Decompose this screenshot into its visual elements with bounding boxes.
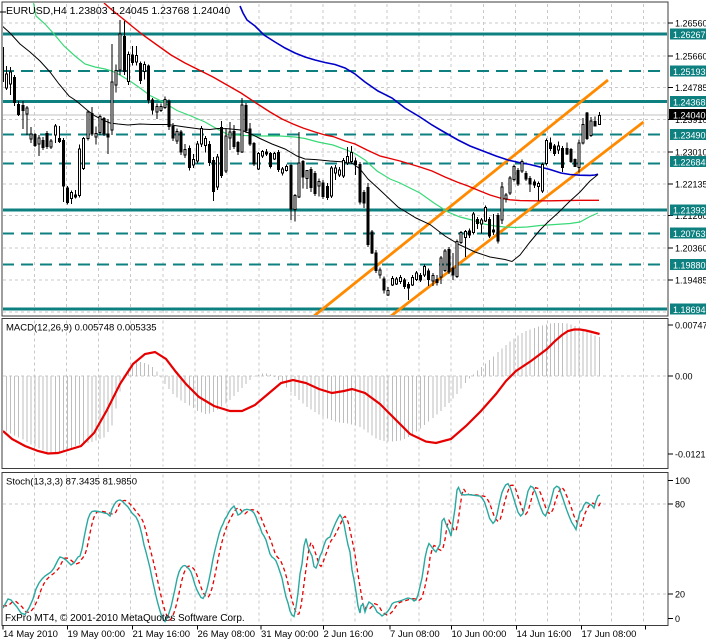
svg-text:2 Jun 16:00: 2 Jun 16:00 [324,629,374,640]
svg-text:1.26560: 1.26560 [675,19,706,29]
svg-text:MACD(12,26,9) 0.005748 0.00533: MACD(12,26,9) 0.005748 0.005335 [6,323,157,334]
svg-text:Stoch(13,3,3) 87.3435 81.9850: Stoch(13,3,3) 87.3435 81.9850 [6,477,137,488]
svg-text:7 Jun 08:00: 7 Jun 08:00 [390,629,440,640]
svg-text:20: 20 [675,590,685,600]
svg-text:1.20360: 1.20360 [675,244,706,254]
svg-text:1.24040: 1.24040 [673,110,706,120]
svg-text:1.25193: 1.25193 [673,67,706,77]
svg-text:1.18694: 1.18694 [673,305,706,315]
svg-text:80: 80 [675,500,685,510]
svg-text:1.26267: 1.26267 [673,30,706,40]
svg-text:EURUSD,H4 1.23803 1.24045 1.2: EURUSD,H4 1.23803 1.24045 1.23768 1.2404… [6,5,230,17]
svg-text:31 May 00:00: 31 May 00:00 [261,629,319,640]
svg-text:1.19880: 1.19880 [673,260,706,270]
svg-text:19 May 00:00: 19 May 00:00 [68,629,126,640]
svg-text:1.25660: 1.25660 [675,51,706,61]
svg-text:26 May 08:00: 26 May 08:00 [198,629,256,640]
svg-text:1.21260: 1.21260 [675,211,706,221]
svg-text:1.20763: 1.20763 [673,229,706,239]
svg-text:0.00: 0.00 [675,372,693,382]
svg-text:1.24785: 1.24785 [675,83,706,93]
svg-text:14 May 2010: 14 May 2010 [3,629,58,640]
svg-text:0.00747: 0.00747 [675,321,706,331]
svg-text:FxPro MT4, © 2001-2010 MetaQuo: FxPro MT4, © 2001-2010 MetaQuotes Softwa… [5,613,245,624]
svg-text:1.19485: 1.19485 [675,276,706,286]
svg-text:1.23490: 1.23490 [673,130,706,140]
svg-text:1.23010: 1.23010 [675,148,706,158]
svg-text:17 Jun 08:00: 17 Jun 08:00 [582,629,637,640]
svg-text:1.24368: 1.24368 [673,97,706,107]
svg-text:10 Jun 00:00: 10 Jun 00:00 [452,629,507,640]
svg-text:100: 100 [675,476,690,486]
svg-text:14 Jun 16:00: 14 Jun 16:00 [517,629,572,640]
svg-text:0: 0 [675,614,680,624]
svg-text:1.22135: 1.22135 [675,179,706,189]
svg-text:1.21393: 1.21393 [673,206,706,216]
svg-text:-0.01212: -0.01212 [675,450,706,460]
svg-text:21 May 16:00: 21 May 16:00 [133,629,191,640]
svg-text:1.22684: 1.22684 [673,157,706,167]
